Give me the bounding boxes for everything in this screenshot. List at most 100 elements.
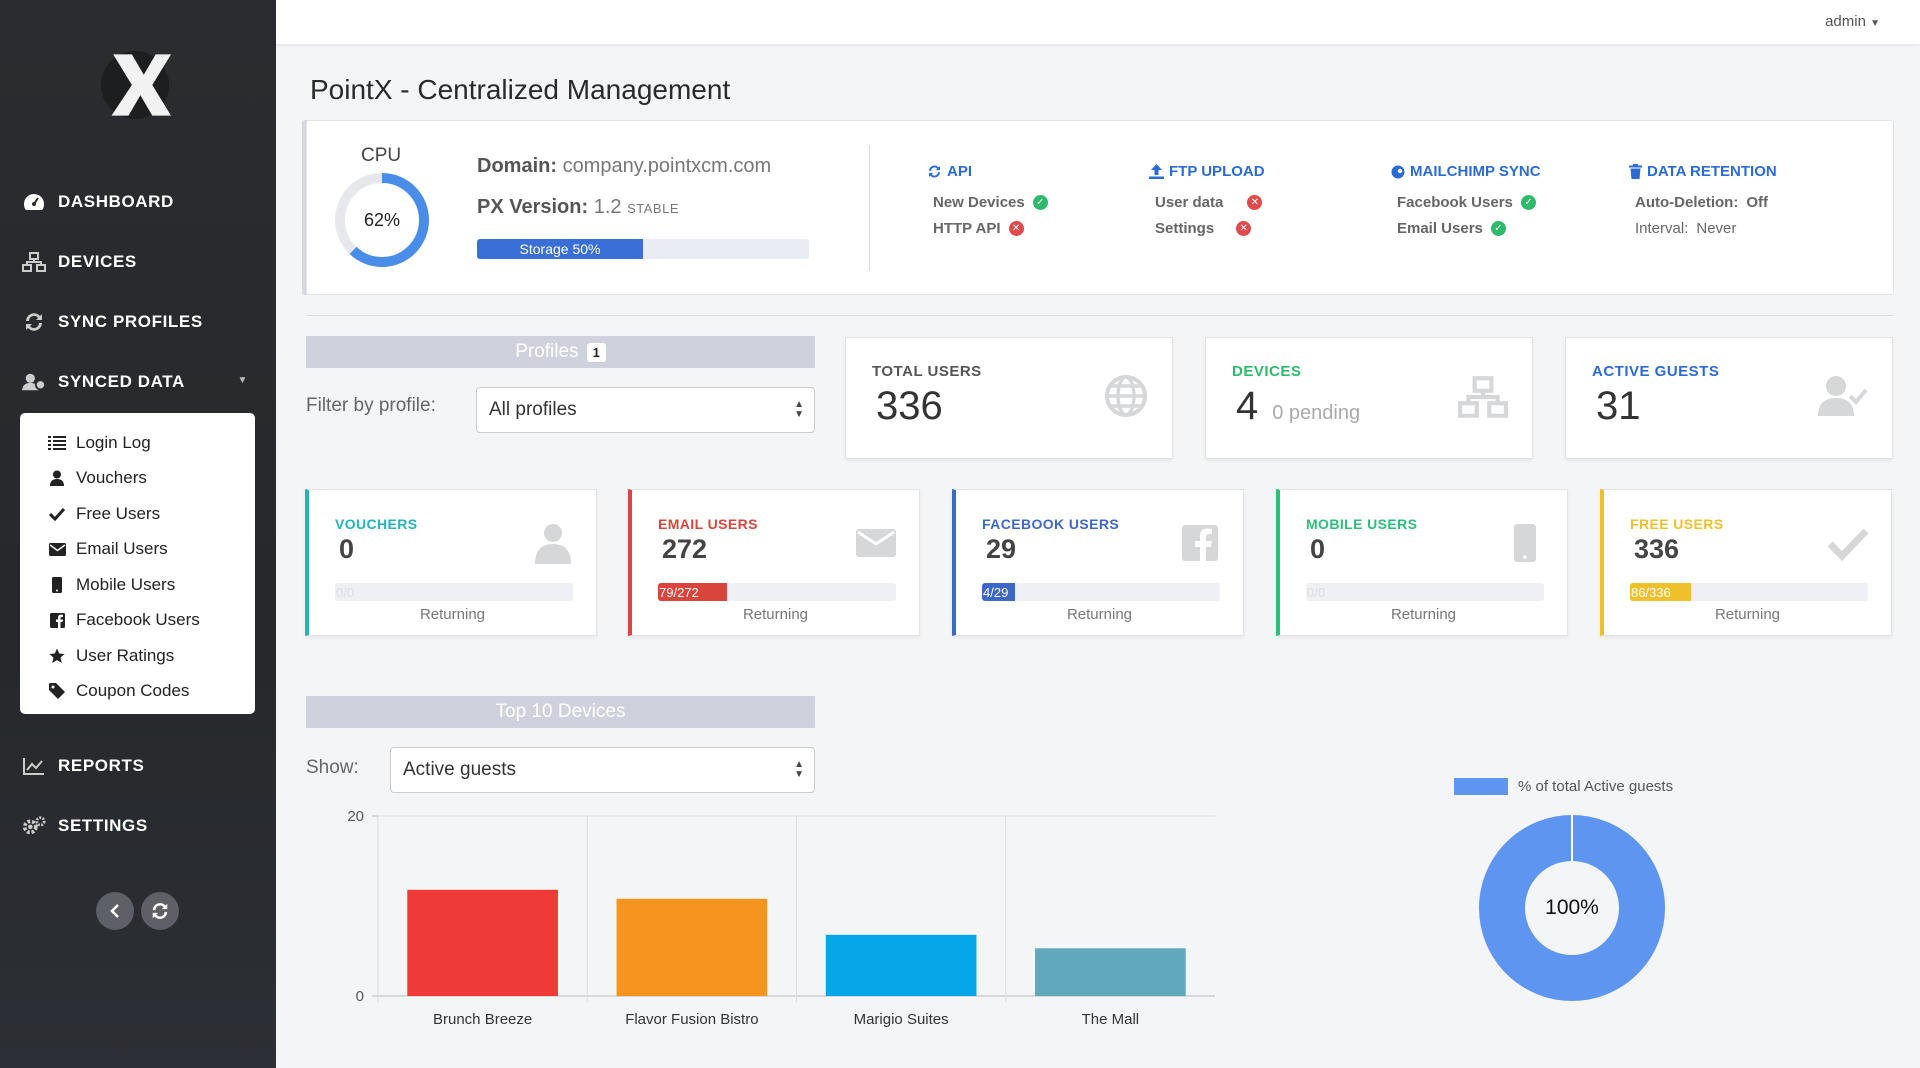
divider bbox=[306, 315, 1894, 316]
nav-settings[interactable]: SETTINGS bbox=[0, 804, 276, 848]
facebook-icon bbox=[48, 612, 66, 628]
page-title: PointX - Centralized Management bbox=[310, 74, 731, 105]
list-icon bbox=[48, 435, 66, 451]
nav-sync-profiles[interactable]: SYNC PROFILES bbox=[0, 300, 276, 344]
submenu-mobile-users[interactable]: Mobile Users bbox=[20, 567, 255, 603]
retention-row: Auto-Deletion: Off bbox=[1629, 194, 1777, 211]
cpu-gauge bbox=[335, 173, 429, 267]
service-title-text: FTP UPLOAD bbox=[1169, 163, 1265, 180]
legend-swatch bbox=[1454, 778, 1508, 795]
refresh-button[interactable] bbox=[141, 892, 179, 930]
returning-bar: 0/0 bbox=[1306, 583, 1544, 601]
profile-filter-select[interactable]: All profiles ▲ ▼ bbox=[476, 387, 815, 433]
synced-data-submenu: Login Log Vouchers Free Users Email User… bbox=[20, 413, 255, 714]
service-row-label: Settings bbox=[1155, 220, 1215, 237]
service-title[interactable]: MAILCHIMP SYNC bbox=[1391, 163, 1541, 180]
chevron-left-icon bbox=[110, 904, 119, 918]
submenu-label: User Ratings bbox=[76, 645, 175, 665]
collapse-sidebar-button[interactable] bbox=[96, 892, 134, 930]
version-label: PX Version: bbox=[477, 196, 589, 218]
stat-value-group: 4 0 pending bbox=[1236, 384, 1360, 429]
nav-label: SETTINGS bbox=[58, 816, 148, 835]
top-devices-bar-chart: 0 20 Brunch Breeze Flavor Fusion Bistro Mari… bbox=[347, 808, 1215, 1028]
card-subtitle: Returning bbox=[1066, 606, 1133, 623]
legend-label: % of total Active guests bbox=[1518, 778, 1674, 795]
stat-devices: DEVICES 4 0 pending bbox=[1205, 337, 1533, 459]
nav-dashboard[interactable]: DASHBOARD bbox=[0, 180, 276, 224]
error-circle-icon: ✕ bbox=[1247, 195, 1263, 210]
show-metric-value: Active guests bbox=[403, 759, 516, 780]
storage-bar: Storage 50% bbox=[477, 239, 809, 259]
x-tick-label: Marigio Suites bbox=[854, 1011, 949, 1028]
bar bbox=[616, 898, 768, 996]
card-title: EMAIL USERS bbox=[658, 516, 758, 532]
bar bbox=[825, 934, 977, 996]
stat-title: TOTAL USERS bbox=[872, 363, 982, 380]
topbar: admin ▼ bbox=[276, 0, 1920, 44]
service-title-text: MAILCHIMP SYNC bbox=[1410, 163, 1541, 180]
returning-fill: 79/272 bbox=[658, 583, 728, 601]
system-info-panel: CPU 62% Domain: company.pointxcm.com PX … bbox=[306, 120, 1894, 295]
tag-icon bbox=[48, 683, 66, 700]
service-title[interactable]: DATA RETENTION bbox=[1629, 163, 1777, 180]
check-circle-icon: ✓ bbox=[1520, 195, 1536, 210]
envelope-icon bbox=[48, 541, 66, 557]
card-email-users: EMAIL USERS 272 79/272 Returning bbox=[628, 489, 920, 636]
submenu-email-users[interactable]: Email Users bbox=[20, 532, 255, 568]
card-value: 29 bbox=[986, 534, 1017, 564]
upload-icon bbox=[1149, 164, 1164, 179]
submenu-label: Mobile Users bbox=[76, 574, 176, 594]
donut-center-label: 100% bbox=[1545, 896, 1599, 919]
service-title[interactable]: API bbox=[927, 163, 1048, 180]
user-menu[interactable]: admin ▼ bbox=[1825, 13, 1880, 30]
check-circle-icon: ✓ bbox=[1490, 221, 1506, 236]
submenu-login-log[interactable]: Login Log bbox=[20, 425, 255, 461]
error-circle-icon: ✕ bbox=[1236, 221, 1252, 236]
card-title: FACEBOOK USERS bbox=[982, 516, 1120, 532]
service-row-label: HTTP API bbox=[933, 220, 1001, 237]
profiles-header-label: Profiles bbox=[515, 341, 579, 362]
show-label: Show: bbox=[306, 757, 359, 778]
nav-reports[interactable]: REPORTS bbox=[0, 744, 276, 788]
returning-bar: 86/336 bbox=[1630, 583, 1868, 601]
service-api: API New Devices ✓ HTTP API ✕ bbox=[927, 163, 1048, 237]
service-title[interactable]: FTP UPLOAD bbox=[1149, 163, 1265, 180]
submenu-user-ratings[interactable]: User Ratings bbox=[20, 638, 255, 674]
pointx-logo[interactable] bbox=[99, 45, 179, 125]
donut-legend[interactable]: % of total Active guests bbox=[1454, 778, 1673, 795]
card-subtitle: Returning bbox=[419, 606, 486, 623]
card-title: MOBILE USERS bbox=[1306, 516, 1418, 532]
returning-bar: 4/29 bbox=[982, 583, 1220, 601]
y-tick-label: 0 bbox=[356, 988, 364, 1005]
show-metric-select[interactable]: Active guests ▲ ▼ bbox=[390, 747, 815, 793]
card-value: 0 bbox=[339, 534, 355, 564]
select-arrows-icon: ▲ ▼ bbox=[794, 759, 804, 780]
submenu-facebook-users[interactable]: Facebook Users bbox=[20, 603, 255, 639]
returning-fill: 0/0 bbox=[1307, 584, 1326, 600]
card-mobile-users: MOBILE USERS 0 0/0 Returning bbox=[1276, 489, 1568, 636]
user-icon bbox=[48, 470, 66, 487]
nav-devices[interactable]: DEVICES bbox=[0, 240, 276, 284]
top-devices-header: Top 10 Devices bbox=[306, 696, 815, 728]
nav-synced-data[interactable]: SYNCED DATA ▼ bbox=[0, 360, 276, 404]
domain-info: Domain: company.pointxcm.com bbox=[477, 155, 771, 178]
submenu-vouchers[interactable]: Vouchers bbox=[20, 461, 255, 497]
stat-value: 31 bbox=[1596, 384, 1641, 428]
card-subtitle: Returning bbox=[742, 606, 809, 623]
mailchimp-icon bbox=[1391, 165, 1405, 178]
gears-icon bbox=[22, 815, 46, 837]
submenu-coupon-codes[interactable]: Coupon Codes bbox=[20, 674, 255, 710]
stat-active-guests: ACTIVE GUESTS 31 bbox=[1565, 337, 1893, 459]
submenu-free-users[interactable]: Free Users bbox=[20, 496, 255, 532]
users-icon bbox=[22, 371, 46, 393]
returning-bar: 0/0 bbox=[335, 583, 573, 601]
chevron-down-icon: ▼ bbox=[237, 375, 248, 386]
nav-label: REPORTS bbox=[58, 756, 145, 775]
card-title: VOUCHERS bbox=[335, 516, 418, 532]
stat-title: ACTIVE GUESTS bbox=[1592, 363, 1720, 380]
active-guests-donut-chart bbox=[1479, 815, 1665, 1001]
card-subtitle: Returning bbox=[1714, 606, 1781, 623]
sync-icon bbox=[22, 311, 46, 333]
card-subtitle: Returning bbox=[1390, 606, 1457, 623]
envelope-icon bbox=[856, 529, 896, 557]
